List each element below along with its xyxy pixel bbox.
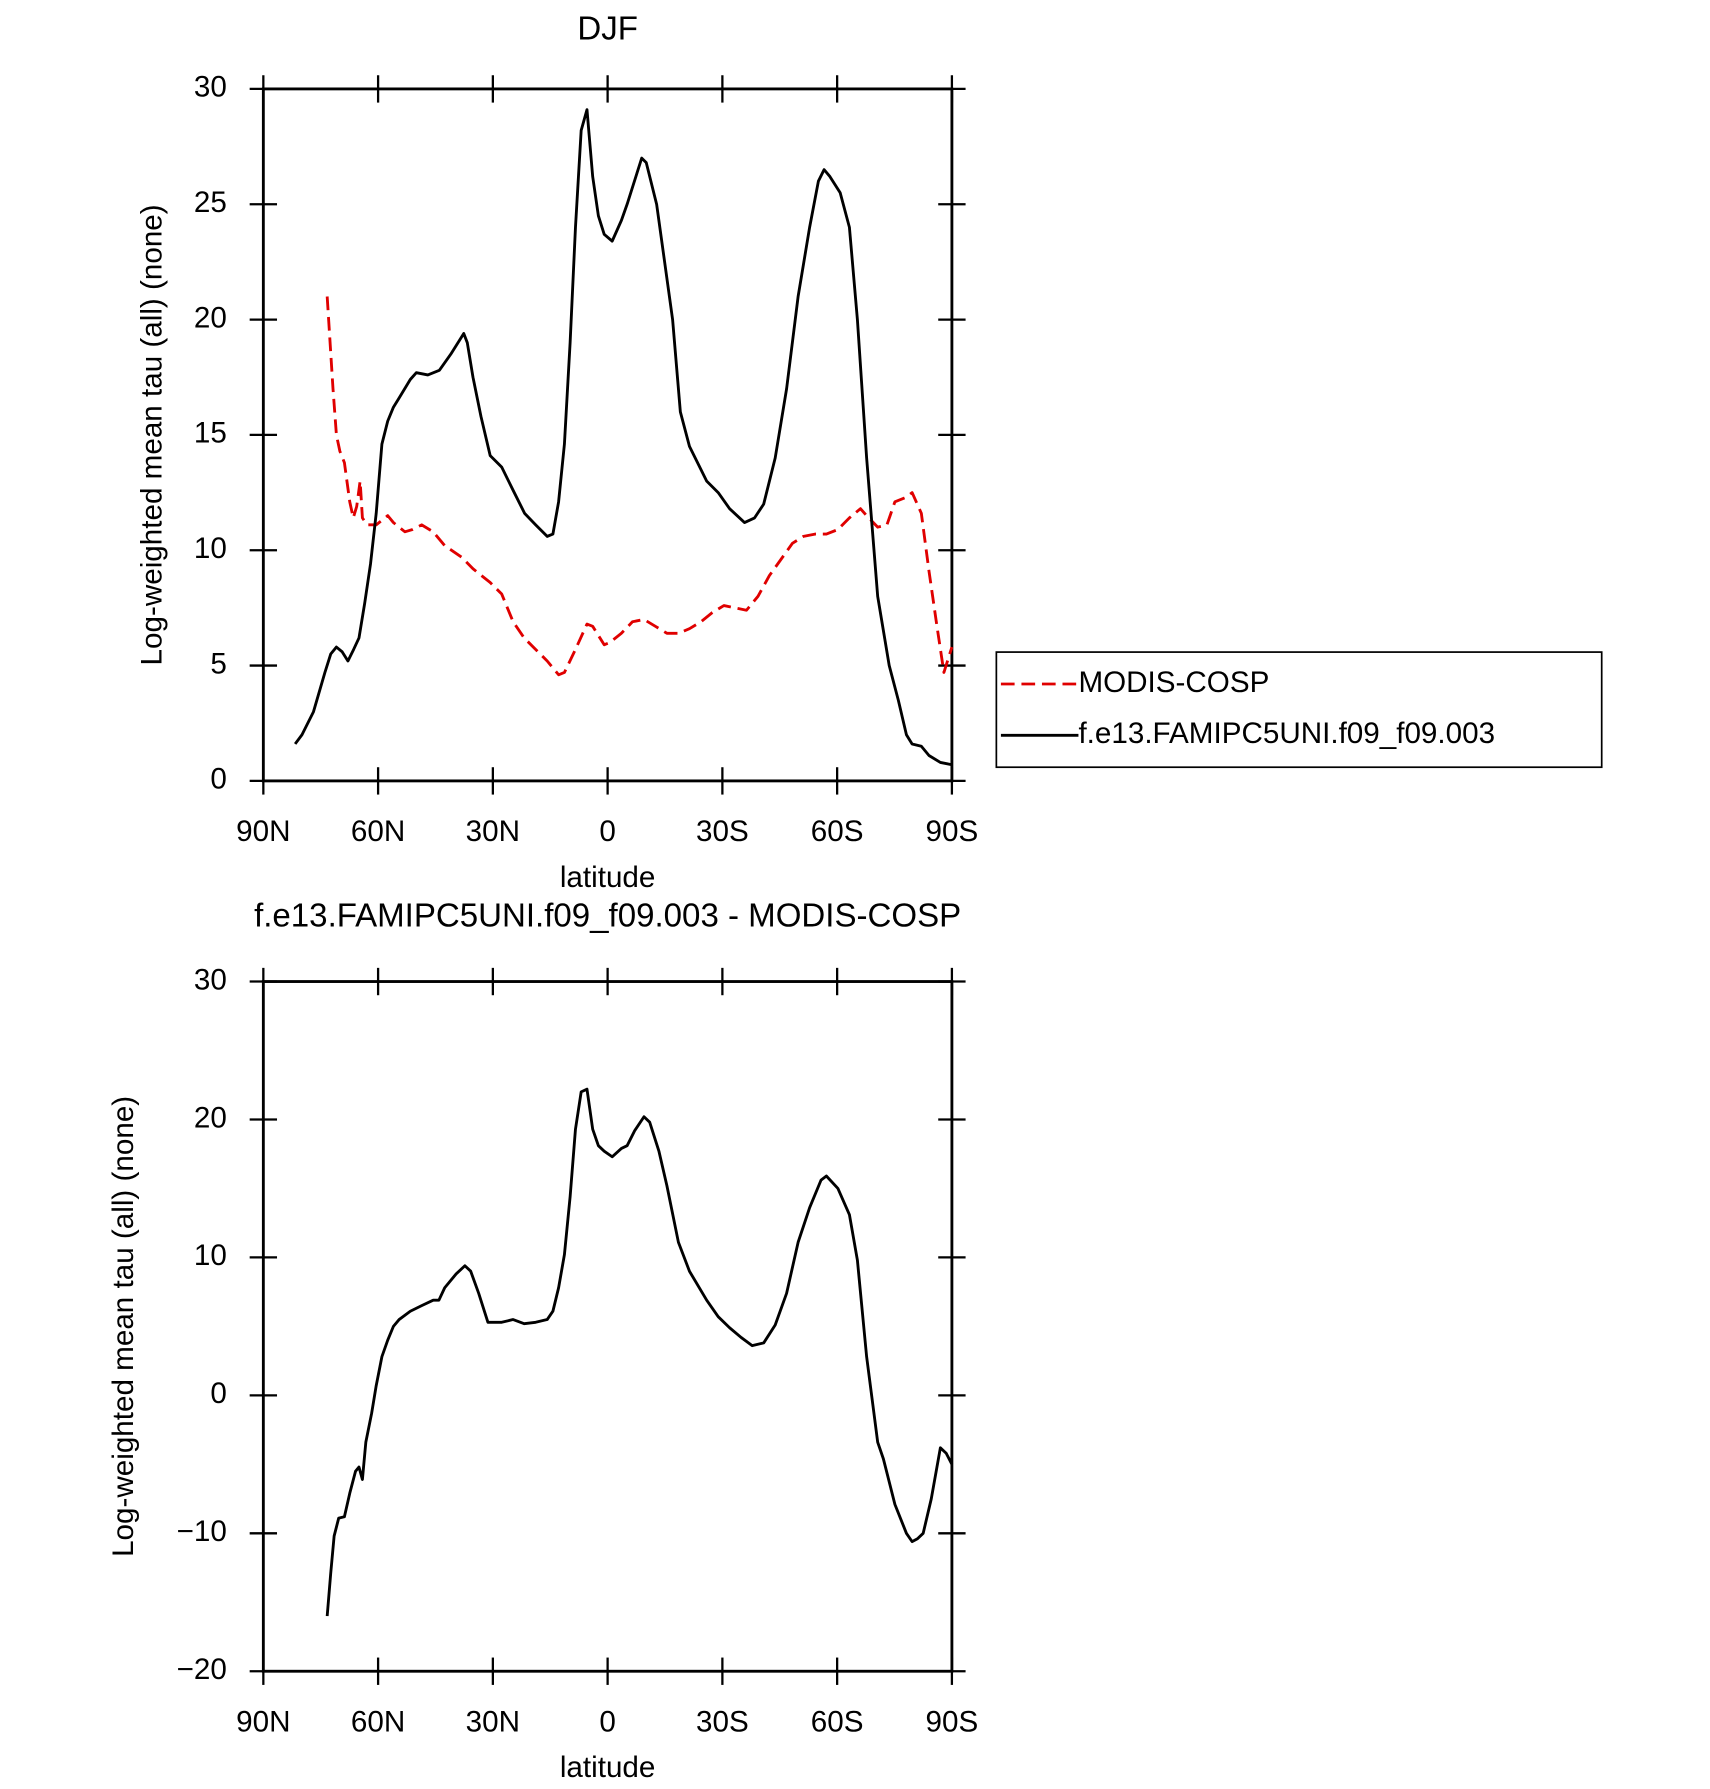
x-tick-label: 0 — [599, 1706, 615, 1739]
legend-label: MODIS-COSP — [1078, 666, 1269, 699]
y-tick-label: 5 — [210, 647, 226, 680]
y-tick-label: 30 — [194, 71, 227, 104]
chart-title: DJF — [577, 11, 638, 48]
y-tick-label: 10 — [194, 1239, 227, 1272]
y-tick-label: −20 — [177, 1653, 227, 1686]
y-tick-label: 20 — [194, 301, 227, 334]
x-tick-label: 30S — [696, 815, 749, 848]
y-tick-label: 0 — [210, 1377, 226, 1410]
y-tick-label: −10 — [177, 1515, 227, 1548]
data-line — [325, 1087, 954, 1617]
x-tick-label: 30N — [466, 1706, 520, 1739]
x-tick-label: 90S — [926, 815, 979, 848]
y-axis-label: Log-weighted mean tau (all) (none) — [136, 204, 169, 665]
x-tick-label: 60S — [811, 815, 864, 848]
x-tick-label: 30S — [696, 1706, 749, 1739]
y-tick-label: 30 — [194, 963, 227, 996]
chart-title: f.e13.FAMIPC5UNI.f09_f09.003 - MODIS-COS… — [254, 897, 961, 934]
x-tick-label: 90N — [236, 815, 290, 848]
x-tick-label: 60N — [351, 815, 405, 848]
plot-frame — [261, 87, 954, 783]
x-tick-label: 0 — [599, 815, 615, 848]
y-tick-label: 10 — [194, 532, 227, 565]
plot-frame — [261, 980, 954, 1673]
x-tick-label: 30N — [466, 815, 520, 848]
y-tick-label: 25 — [194, 186, 227, 219]
data-line — [294, 108, 953, 767]
y-tick-label: 15 — [194, 417, 227, 450]
data-line — [325, 296, 954, 677]
y-tick-label: 20 — [194, 1101, 227, 1134]
y-tick-label: 0 — [210, 763, 226, 796]
x-tick-label: 90N — [236, 1706, 290, 1739]
x-axis-label: latitude — [560, 861, 656, 894]
x-tick-label: 60N — [351, 1706, 405, 1739]
x-axis-label: latitude — [560, 1751, 656, 1784]
x-tick-label: 60S — [811, 1706, 864, 1739]
x-tick-label: 90S — [926, 1706, 979, 1739]
y-axis-label: Log-weighted mean tau (all) (none) — [107, 1096, 140, 1557]
legend-box — [995, 651, 1603, 769]
legend-label: f.e13.FAMIPC5UNI.f09_f09.003 — [1078, 717, 1495, 750]
